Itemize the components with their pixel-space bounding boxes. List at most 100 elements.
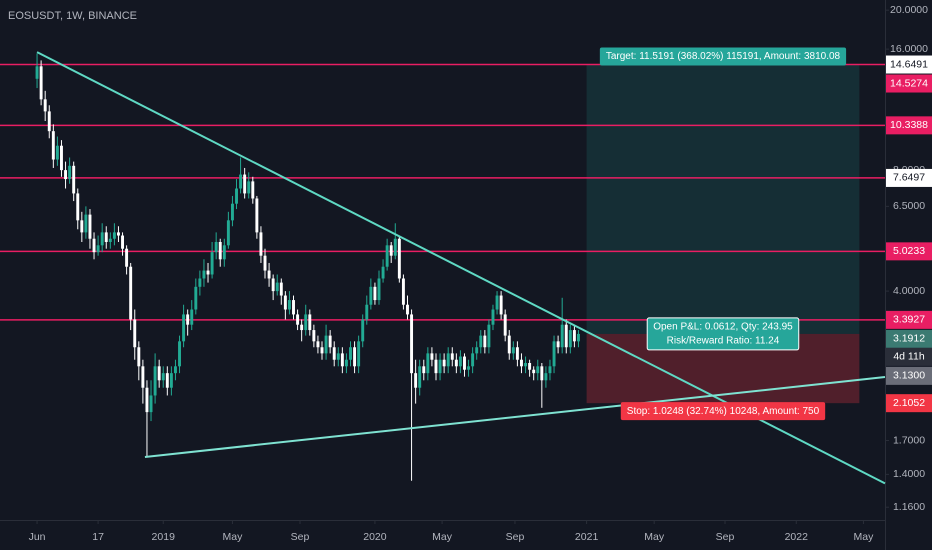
candle-body: [76, 193, 80, 221]
y-tick-label: 16.0000: [890, 43, 928, 55]
candle-body: [312, 330, 316, 342]
x-tick-label: May: [432, 531, 453, 543]
price-label: 14.5274: [890, 77, 928, 89]
candle-body: [251, 181, 255, 199]
candle-body: [572, 330, 576, 342]
y-tick-label: 1.1600: [893, 501, 925, 513]
price-label-box: [886, 394, 932, 413]
candle-body: [300, 324, 304, 331]
candle-body: [206, 270, 210, 275]
candle-body: [524, 362, 528, 367]
y-tick-label: 1.4000: [893, 468, 925, 480]
candle-body: [104, 232, 108, 242]
price-label-box: [886, 74, 932, 93]
candle-body: [92, 238, 96, 253]
candle-body: [471, 353, 475, 367]
candle-body: [410, 314, 414, 374]
candle-body: [292, 300, 295, 315]
candle-body: [141, 366, 145, 388]
candle-body: [340, 353, 344, 367]
countdown: 4d 11h: [893, 351, 924, 363]
candle-body: [68, 165, 72, 180]
candle-body: [64, 170, 68, 180]
candle-body: [520, 359, 523, 367]
candle-body: [222, 245, 226, 260]
candle-body: [377, 278, 381, 301]
stop-label-box: [620, 402, 826, 421]
candle-body: [507, 335, 511, 354]
pnl-label-text: Risk/Reward Ratio: 11.24: [667, 336, 780, 347]
candle-body: [161, 373, 165, 381]
candle-body: [389, 245, 393, 256]
candle-body: [255, 198, 259, 233]
candle-body: [499, 295, 503, 315]
candle-body: [112, 232, 116, 239]
candle-body: [332, 347, 336, 360]
candle-body: [479, 335, 483, 348]
candle-body: [287, 300, 291, 310]
candle-body: [320, 347, 324, 354]
candle-body: [296, 314, 300, 325]
candle-body: [483, 335, 487, 348]
candle-body: [60, 145, 63, 171]
candle-body: [263, 255, 267, 271]
candle-body: [145, 387, 149, 413]
candle-body: [532, 369, 536, 374]
candle-body: [406, 304, 409, 315]
candle-body: [336, 353, 340, 360]
candle-body: [72, 165, 76, 194]
target-label: Target: 11.5191 (368.02%) 115191, Amount…: [599, 47, 847, 66]
candle-body: [247, 181, 251, 194]
candle-body: [275, 282, 279, 292]
price-label: 10.3388: [890, 119, 928, 131]
price-label-box: [886, 366, 932, 385]
candle-body: [511, 347, 515, 354]
candle-body: [202, 270, 206, 279]
stop-label: Stop: 1.0248 (32.74%) 10248, Amount: 750: [620, 402, 826, 421]
candle-body: [324, 335, 328, 354]
candle-body: [198, 278, 202, 287]
target-zone: [586, 64, 860, 334]
pnl-label: Open P&L: 0.0612, Qty: 243.95 Risk/Reward…: [646, 317, 800, 351]
candle-body: [239, 174, 243, 189]
candle-body: [515, 347, 519, 360]
pnl-label-text: Open P&L: 0.0612, Qty: 243.95: [653, 322, 793, 333]
candle-body: [434, 359, 438, 374]
x-tick-label: Jun: [29, 531, 46, 543]
x-tick-label: May: [854, 531, 875, 543]
candle-body: [577, 333, 580, 342]
candle-body: [426, 353, 430, 374]
candle-body: [133, 319, 137, 348]
price-label: 14.6491: [890, 58, 928, 70]
candle-body: [397, 238, 401, 279]
price-label-box: [886, 116, 932, 135]
candle-body: [55, 145, 59, 160]
candle-body: [194, 286, 198, 310]
x-tick-label: May: [223, 531, 244, 543]
candle-body: [96, 245, 100, 253]
candle-body: [544, 373, 548, 381]
candle-body: [226, 220, 230, 246]
candle-body: [467, 366, 471, 370]
candle-body: [568, 330, 572, 348]
y-tick-label: 1.7000: [893, 434, 925, 446]
price-label-box: [886, 55, 932, 74]
candle-body: [361, 319, 365, 342]
candle-body: [100, 232, 104, 246]
target-label-box: [599, 47, 847, 66]
candle-body: [80, 220, 84, 233]
candle-body: [190, 309, 194, 325]
candle-body: [487, 324, 491, 348]
candle-body: [129, 266, 133, 320]
candle-body: [308, 314, 312, 331]
candle-body: [475, 347, 479, 354]
candle-body: [540, 366, 544, 381]
price-label-box: [886, 329, 932, 348]
candle-body: [186, 314, 190, 325]
price-label-box: [886, 310, 932, 329]
x-tick-label: 2021: [575, 531, 599, 543]
candle-body: [491, 309, 495, 325]
candle-body: [84, 214, 88, 233]
